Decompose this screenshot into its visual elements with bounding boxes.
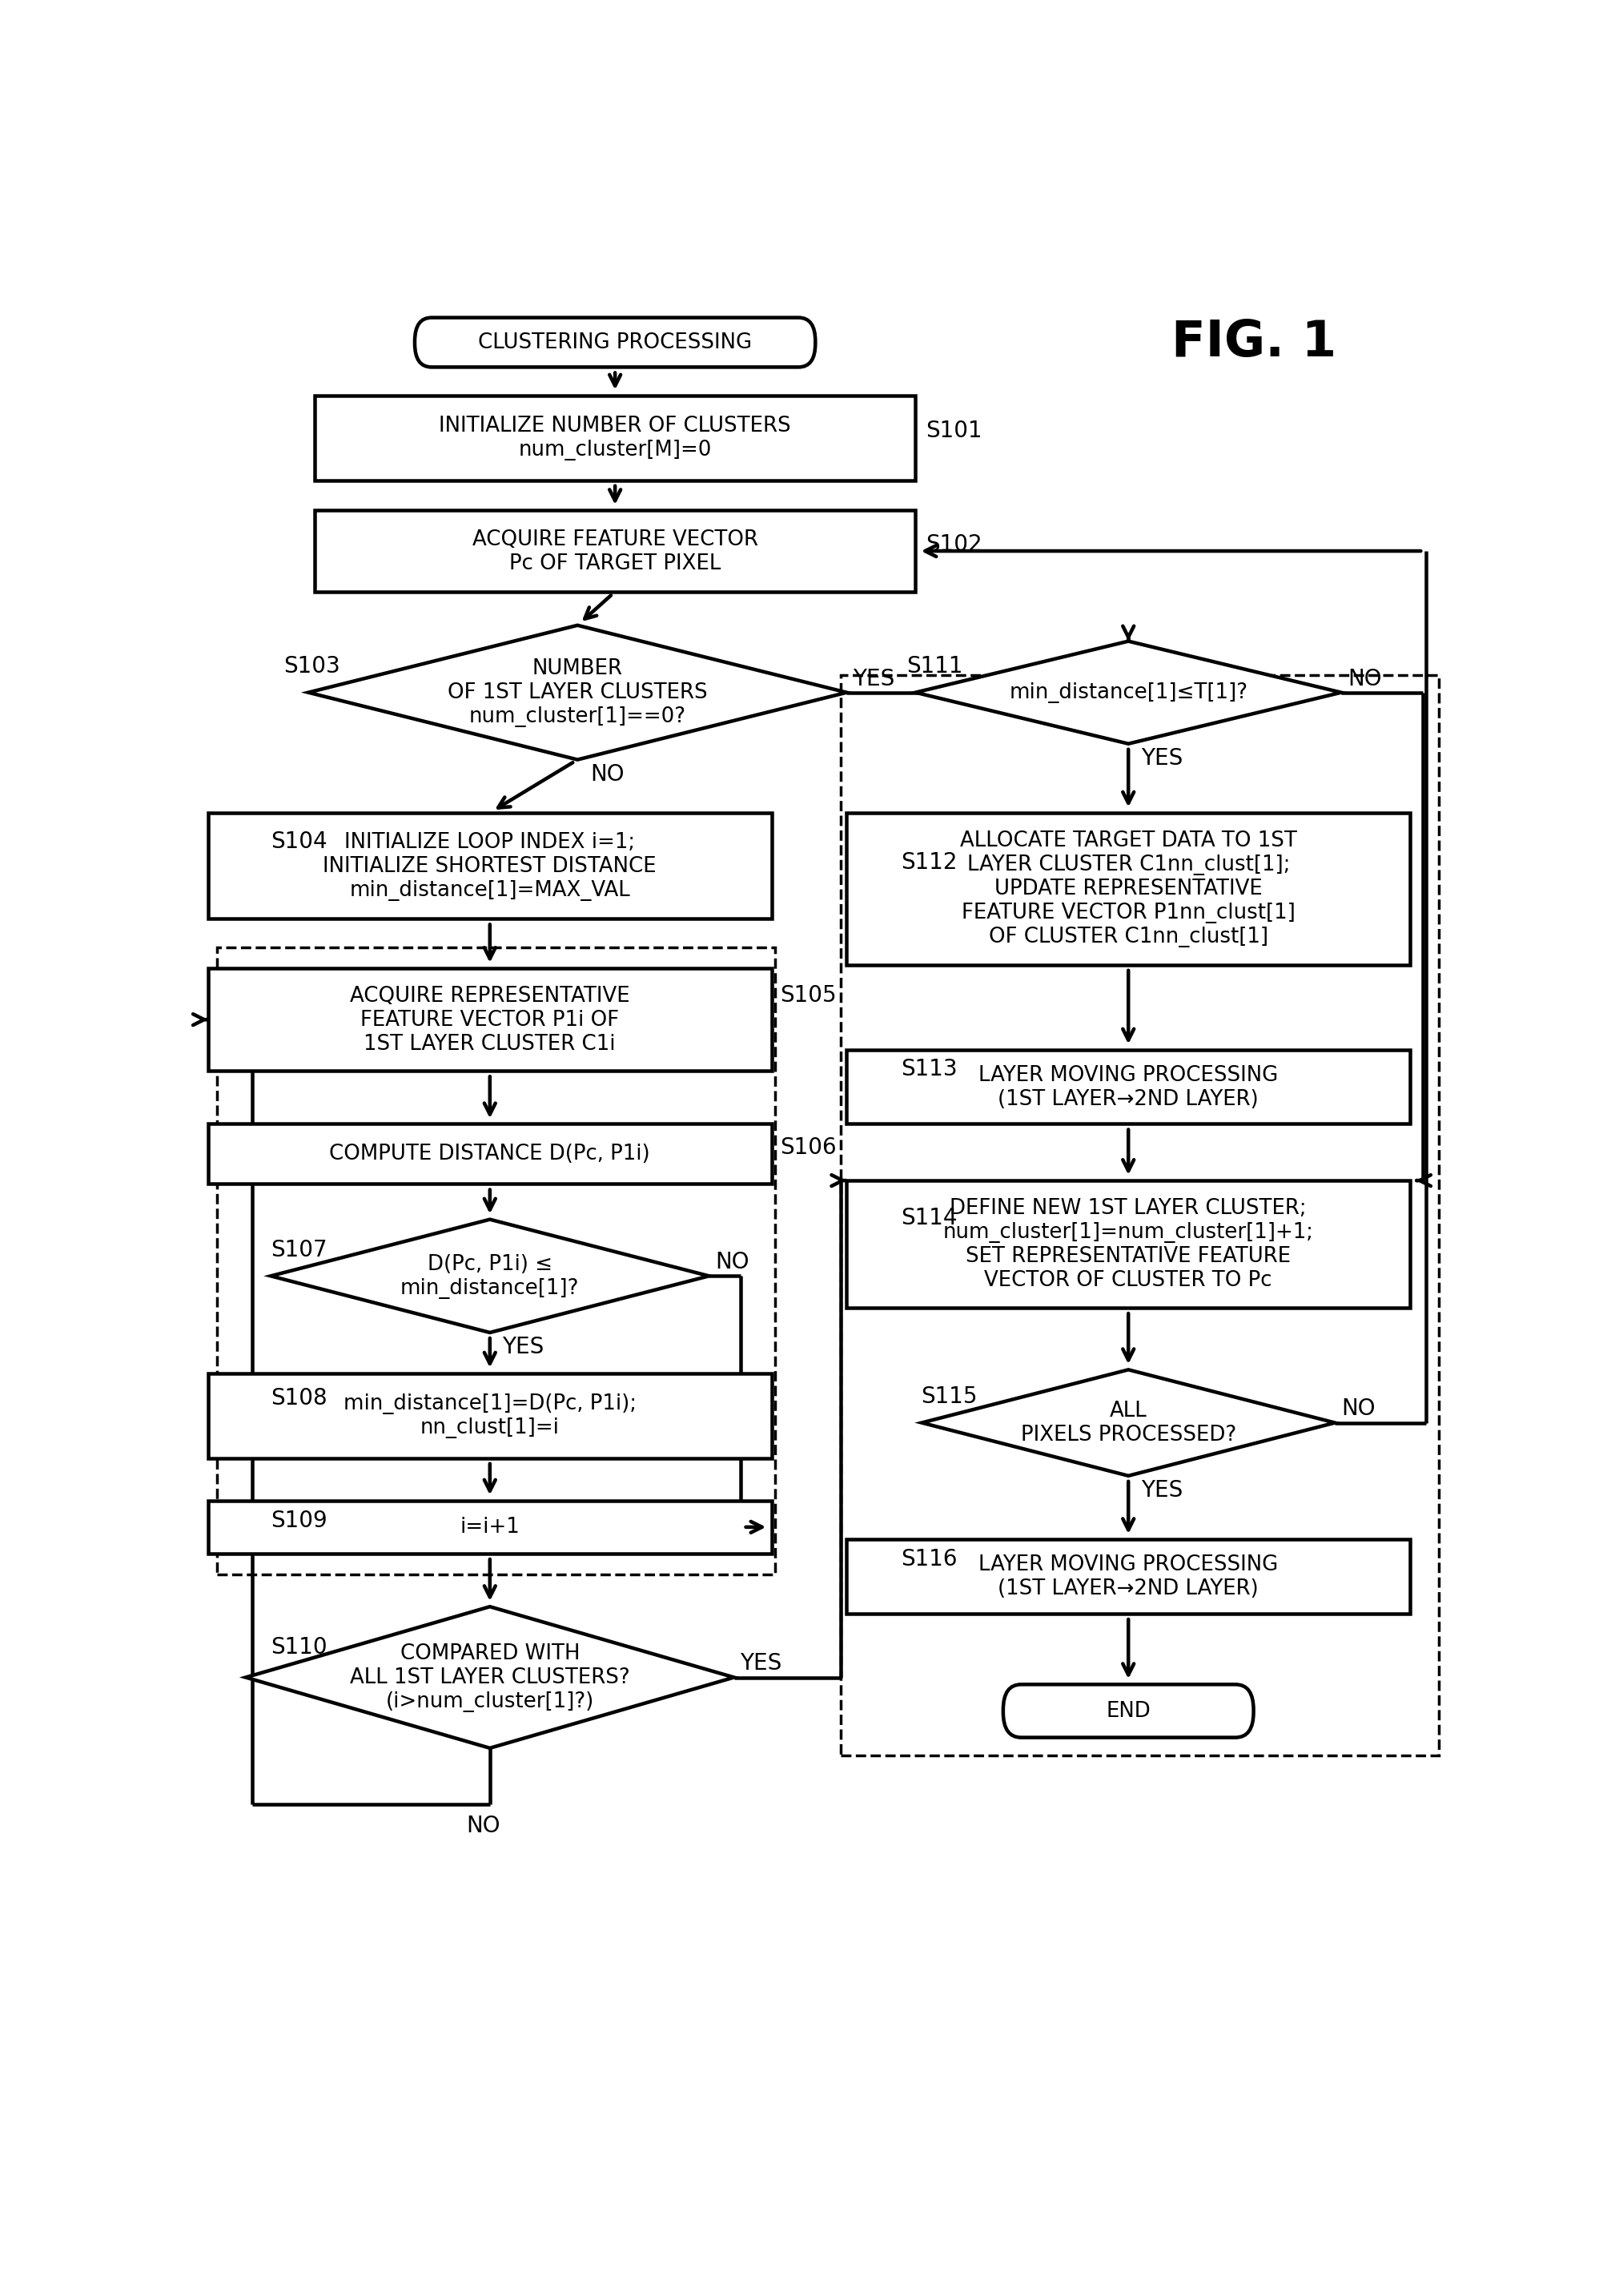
- Polygon shape: [922, 1371, 1334, 1476]
- Text: FIG. 1: FIG. 1: [1171, 319, 1336, 367]
- Text: YES: YES: [853, 668, 895, 689]
- Text: S110: S110: [271, 1637, 328, 1658]
- FancyBboxPatch shape: [208, 969, 772, 1070]
- FancyBboxPatch shape: [208, 1373, 772, 1458]
- Text: NO: NO: [1340, 1398, 1374, 1419]
- FancyBboxPatch shape: [415, 317, 816, 367]
- Polygon shape: [308, 625, 846, 760]
- Text: NO: NO: [467, 1814, 501, 1837]
- FancyBboxPatch shape: [1003, 1685, 1253, 1738]
- Text: S108: S108: [271, 1387, 328, 1410]
- Text: LAYER MOVING PROCESSING
(1ST LAYER→2ND LAYER): LAYER MOVING PROCESSING (1ST LAYER→2ND L…: [979, 1554, 1277, 1598]
- Text: S103: S103: [283, 654, 339, 677]
- Text: min_distance[1]≤T[1]?: min_distance[1]≤T[1]?: [1009, 682, 1247, 703]
- Text: COMPUTE DISTANCE D(Pc, P1i): COMPUTE DISTANCE D(Pc, P1i): [329, 1143, 651, 1164]
- Text: S109: S109: [271, 1508, 328, 1531]
- FancyBboxPatch shape: [846, 1541, 1410, 1614]
- Text: ALLOCATE TARGET DATA TO 1ST
LAYER CLUSTER C1nn_clust[1];
UPDATE REPRESENTATIVE
F: ALLOCATE TARGET DATA TO 1ST LAYER CLUSTE…: [959, 831, 1297, 948]
- Text: S111: S111: [906, 654, 963, 677]
- FancyBboxPatch shape: [208, 1502, 772, 1554]
- Text: YES: YES: [1140, 746, 1182, 769]
- Text: S113: S113: [900, 1058, 956, 1081]
- Text: S114: S114: [900, 1208, 956, 1228]
- Text: NO: NO: [1347, 668, 1381, 689]
- Text: S107: S107: [271, 1238, 328, 1261]
- Text: DEFINE NEW 1ST LAYER CLUSTER;
num_cluster[1]=num_cluster[1]+1;
SET REPRESENTATIV: DEFINE NEW 1ST LAYER CLUSTER; num_cluste…: [943, 1199, 1313, 1290]
- Polygon shape: [271, 1219, 709, 1332]
- Text: S116: S116: [900, 1548, 956, 1570]
- FancyBboxPatch shape: [315, 510, 916, 592]
- FancyBboxPatch shape: [846, 813, 1410, 964]
- Text: YES: YES: [502, 1336, 544, 1359]
- Text: S105: S105: [780, 985, 837, 1006]
- Text: ALL
PIXELS PROCESSED?: ALL PIXELS PROCESSED?: [1021, 1401, 1235, 1444]
- Text: S104: S104: [271, 831, 328, 852]
- Text: D(Pc, P1i) ≤
min_distance[1]?: D(Pc, P1i) ≤ min_distance[1]?: [401, 1254, 580, 1300]
- Text: NUMBER
OF 1ST LAYER CLUSTERS
num_cluster[1]==0?: NUMBER OF 1ST LAYER CLUSTERS num_cluster…: [447, 659, 707, 728]
- FancyBboxPatch shape: [315, 395, 916, 480]
- Polygon shape: [245, 1607, 733, 1747]
- Text: END: END: [1106, 1701, 1150, 1722]
- Text: YES: YES: [740, 1653, 782, 1674]
- Text: ACQUIRE REPRESENTATIVE
FEATURE VECTOR P1i OF
1ST LAYER CLUSTER C1i: ACQUIRE REPRESENTATIVE FEATURE VECTOR P1…: [350, 985, 630, 1054]
- Text: S106: S106: [780, 1137, 837, 1157]
- Text: S102: S102: [925, 533, 982, 556]
- FancyBboxPatch shape: [846, 1049, 1410, 1125]
- Text: YES: YES: [1140, 1479, 1182, 1502]
- Text: INITIALIZE NUMBER OF CLUSTERS
num_cluster[M]=0: INITIALIZE NUMBER OF CLUSTERS num_cluste…: [439, 416, 791, 461]
- Text: S101: S101: [925, 420, 982, 443]
- Text: INITIALIZE LOOP INDEX i=1;
INITIALIZE SHORTEST DISTANCE
min_distance[1]=MAX_VAL: INITIALIZE LOOP INDEX i=1; INITIALIZE SH…: [323, 831, 657, 900]
- Text: LAYER MOVING PROCESSING
(1ST LAYER→2ND LAYER): LAYER MOVING PROCESSING (1ST LAYER→2ND L…: [979, 1065, 1277, 1109]
- FancyBboxPatch shape: [846, 1180, 1410, 1309]
- Polygon shape: [916, 641, 1340, 744]
- FancyBboxPatch shape: [208, 1125, 772, 1185]
- Text: CLUSTERING PROCESSING: CLUSTERING PROCESSING: [478, 333, 753, 354]
- Text: ACQUIRE FEATURE VECTOR
Pc OF TARGET PIXEL: ACQUIRE FEATURE VECTOR Pc OF TARGET PIXE…: [472, 528, 757, 574]
- Text: NO: NO: [715, 1251, 749, 1274]
- Text: S115: S115: [921, 1384, 977, 1407]
- Text: min_distance[1]=D(Pc, P1i);
nn_clust[1]=i: min_distance[1]=D(Pc, P1i); nn_clust[1]=…: [344, 1394, 636, 1437]
- Text: COMPARED WITH
ALL 1ST LAYER CLUSTERS?
(i>num_cluster[1]?): COMPARED WITH ALL 1ST LAYER CLUSTERS? (i…: [350, 1644, 630, 1713]
- FancyBboxPatch shape: [208, 813, 772, 918]
- Text: i=i+1: i=i+1: [460, 1518, 520, 1538]
- Text: NO: NO: [589, 762, 623, 785]
- Text: S112: S112: [900, 852, 956, 875]
